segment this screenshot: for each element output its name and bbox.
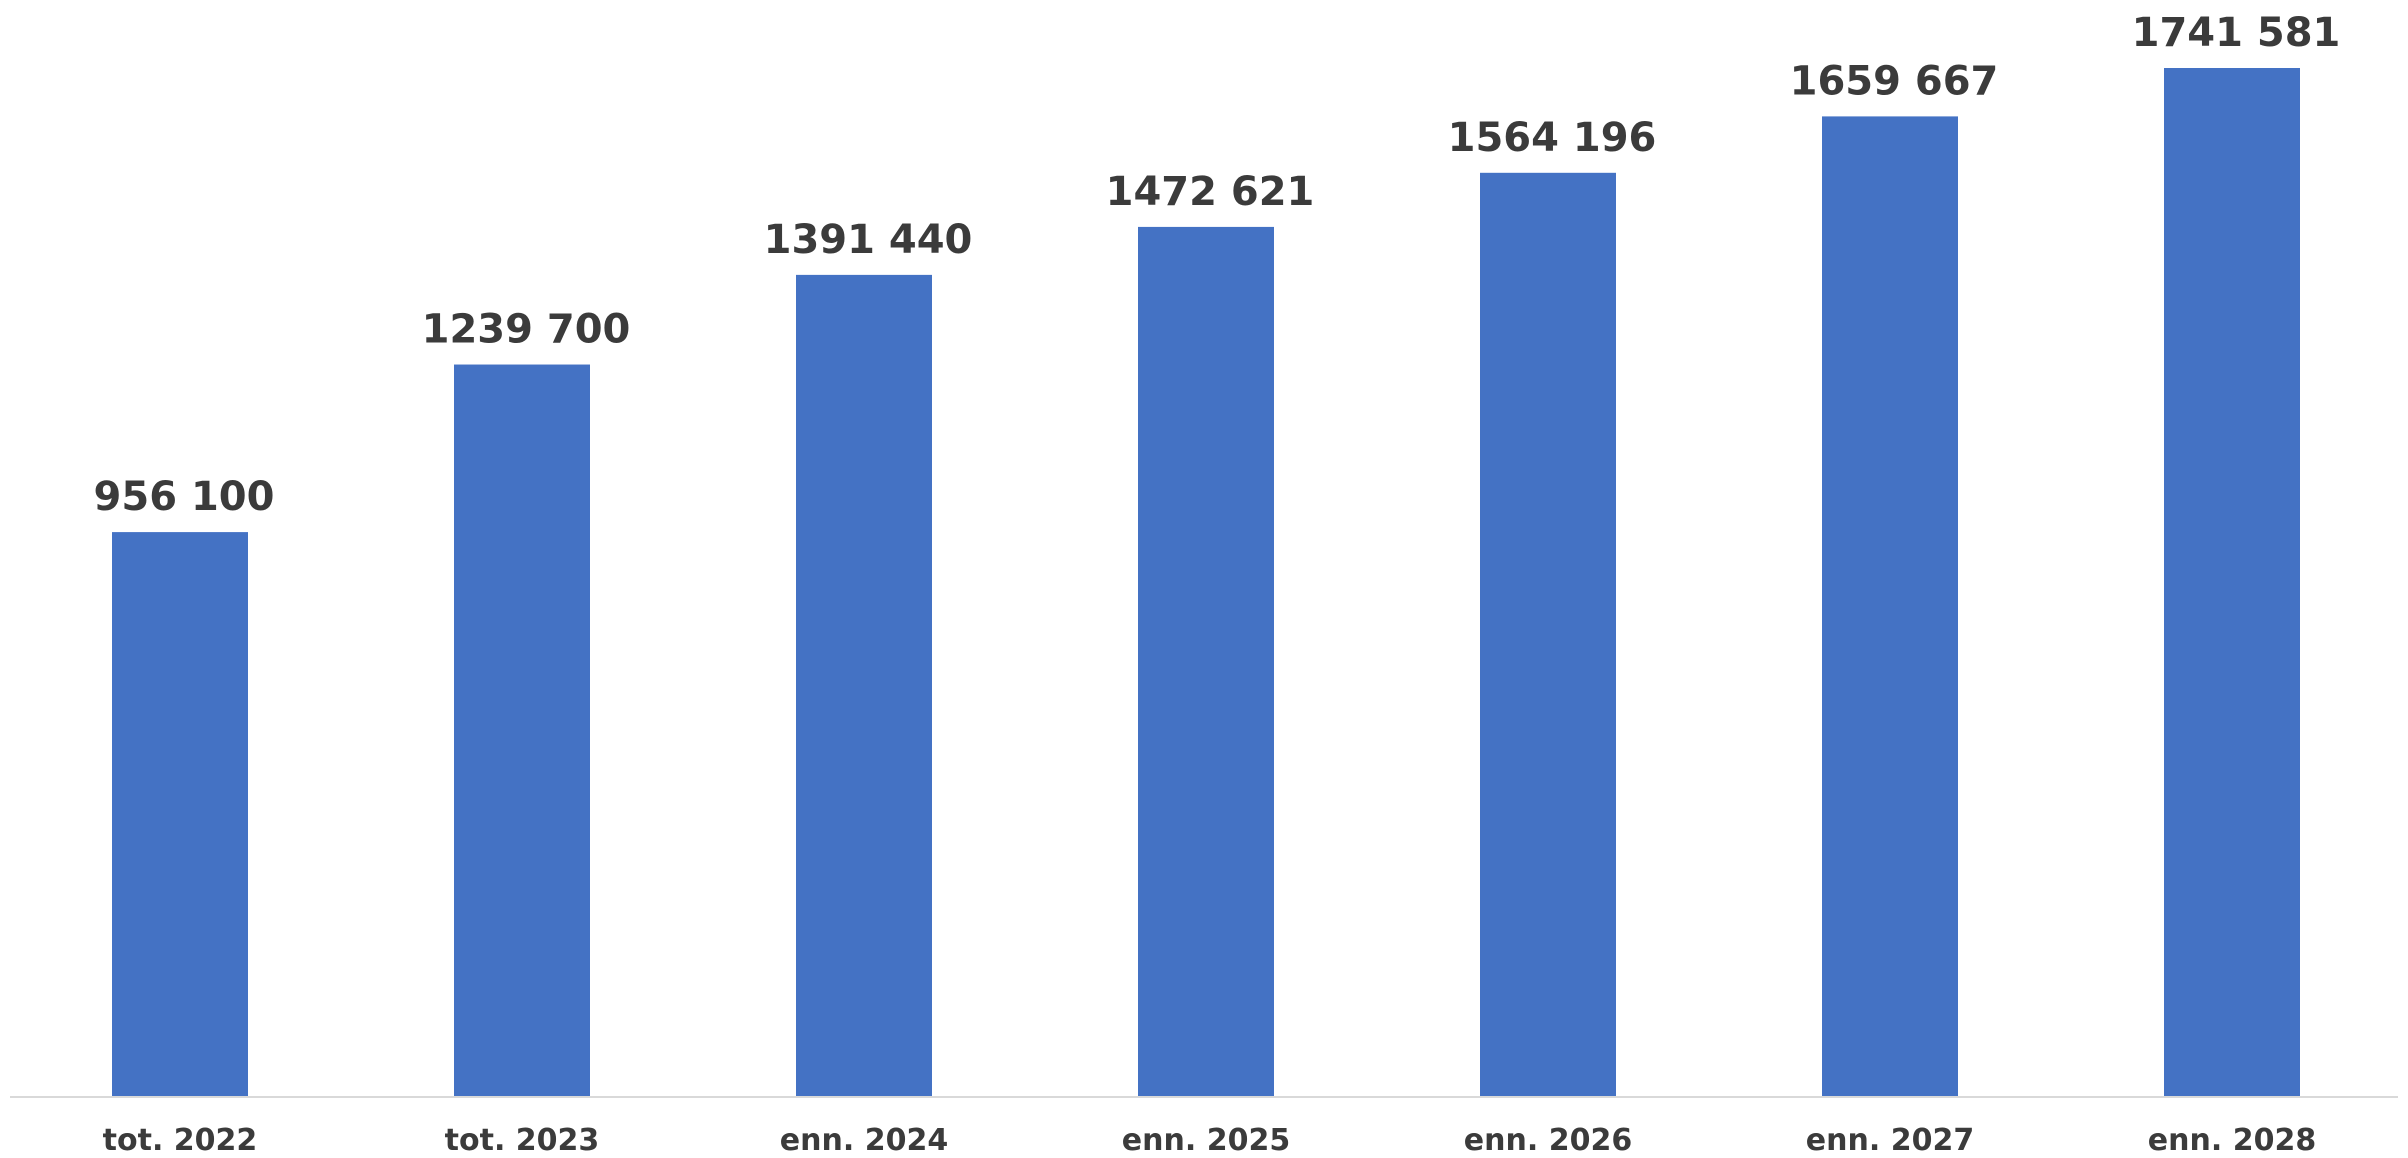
- data-label: 1239 700: [422, 307, 631, 353]
- data-label: 956 100: [94, 474, 275, 520]
- x-tick-labels-layer: tot. 2022 tot. 2023 enn. 2024 enn. 2025 enn.…: [103, 1123, 2317, 1158]
- x-tick-label: enn. 2025: [1122, 1123, 1290, 1158]
- x-tick-label: enn. 2024: [780, 1123, 948, 1158]
- data-label: 1741 581: [2132, 10, 2341, 56]
- data-label: 1659 667: [1790, 58, 1999, 104]
- bar-enn-2027: [1822, 116, 1958, 1098]
- bars-layer: [112, 68, 2300, 1098]
- x-tick-label: enn. 2026: [1464, 1123, 1632, 1158]
- data-labels-layer: 956 100 1239 700 1391 440 1472 621 1564 196 1…: [94, 10, 2341, 520]
- bar-enn-2028: [2164, 68, 2300, 1097]
- bar-enn-2026: [1480, 172, 1616, 1098]
- x-tick-label: enn. 2027: [1806, 1123, 1974, 1158]
- bar-tot-2023: [454, 364, 590, 1097]
- x-tick-label: tot. 2023: [445, 1123, 600, 1158]
- bar-enn-2025: [1138, 226, 1274, 1098]
- data-label: 1391 440: [764, 217, 973, 263]
- bar-tot-2022: [112, 532, 248, 1097]
- data-label: 1564 196: [1448, 115, 1657, 161]
- x-tick-label: tot. 2022: [103, 1123, 258, 1158]
- bar-enn-2024: [796, 274, 932, 1097]
- x-tick-label: enn. 2028: [2148, 1123, 2316, 1158]
- data-label: 1472 621: [1106, 169, 1315, 215]
